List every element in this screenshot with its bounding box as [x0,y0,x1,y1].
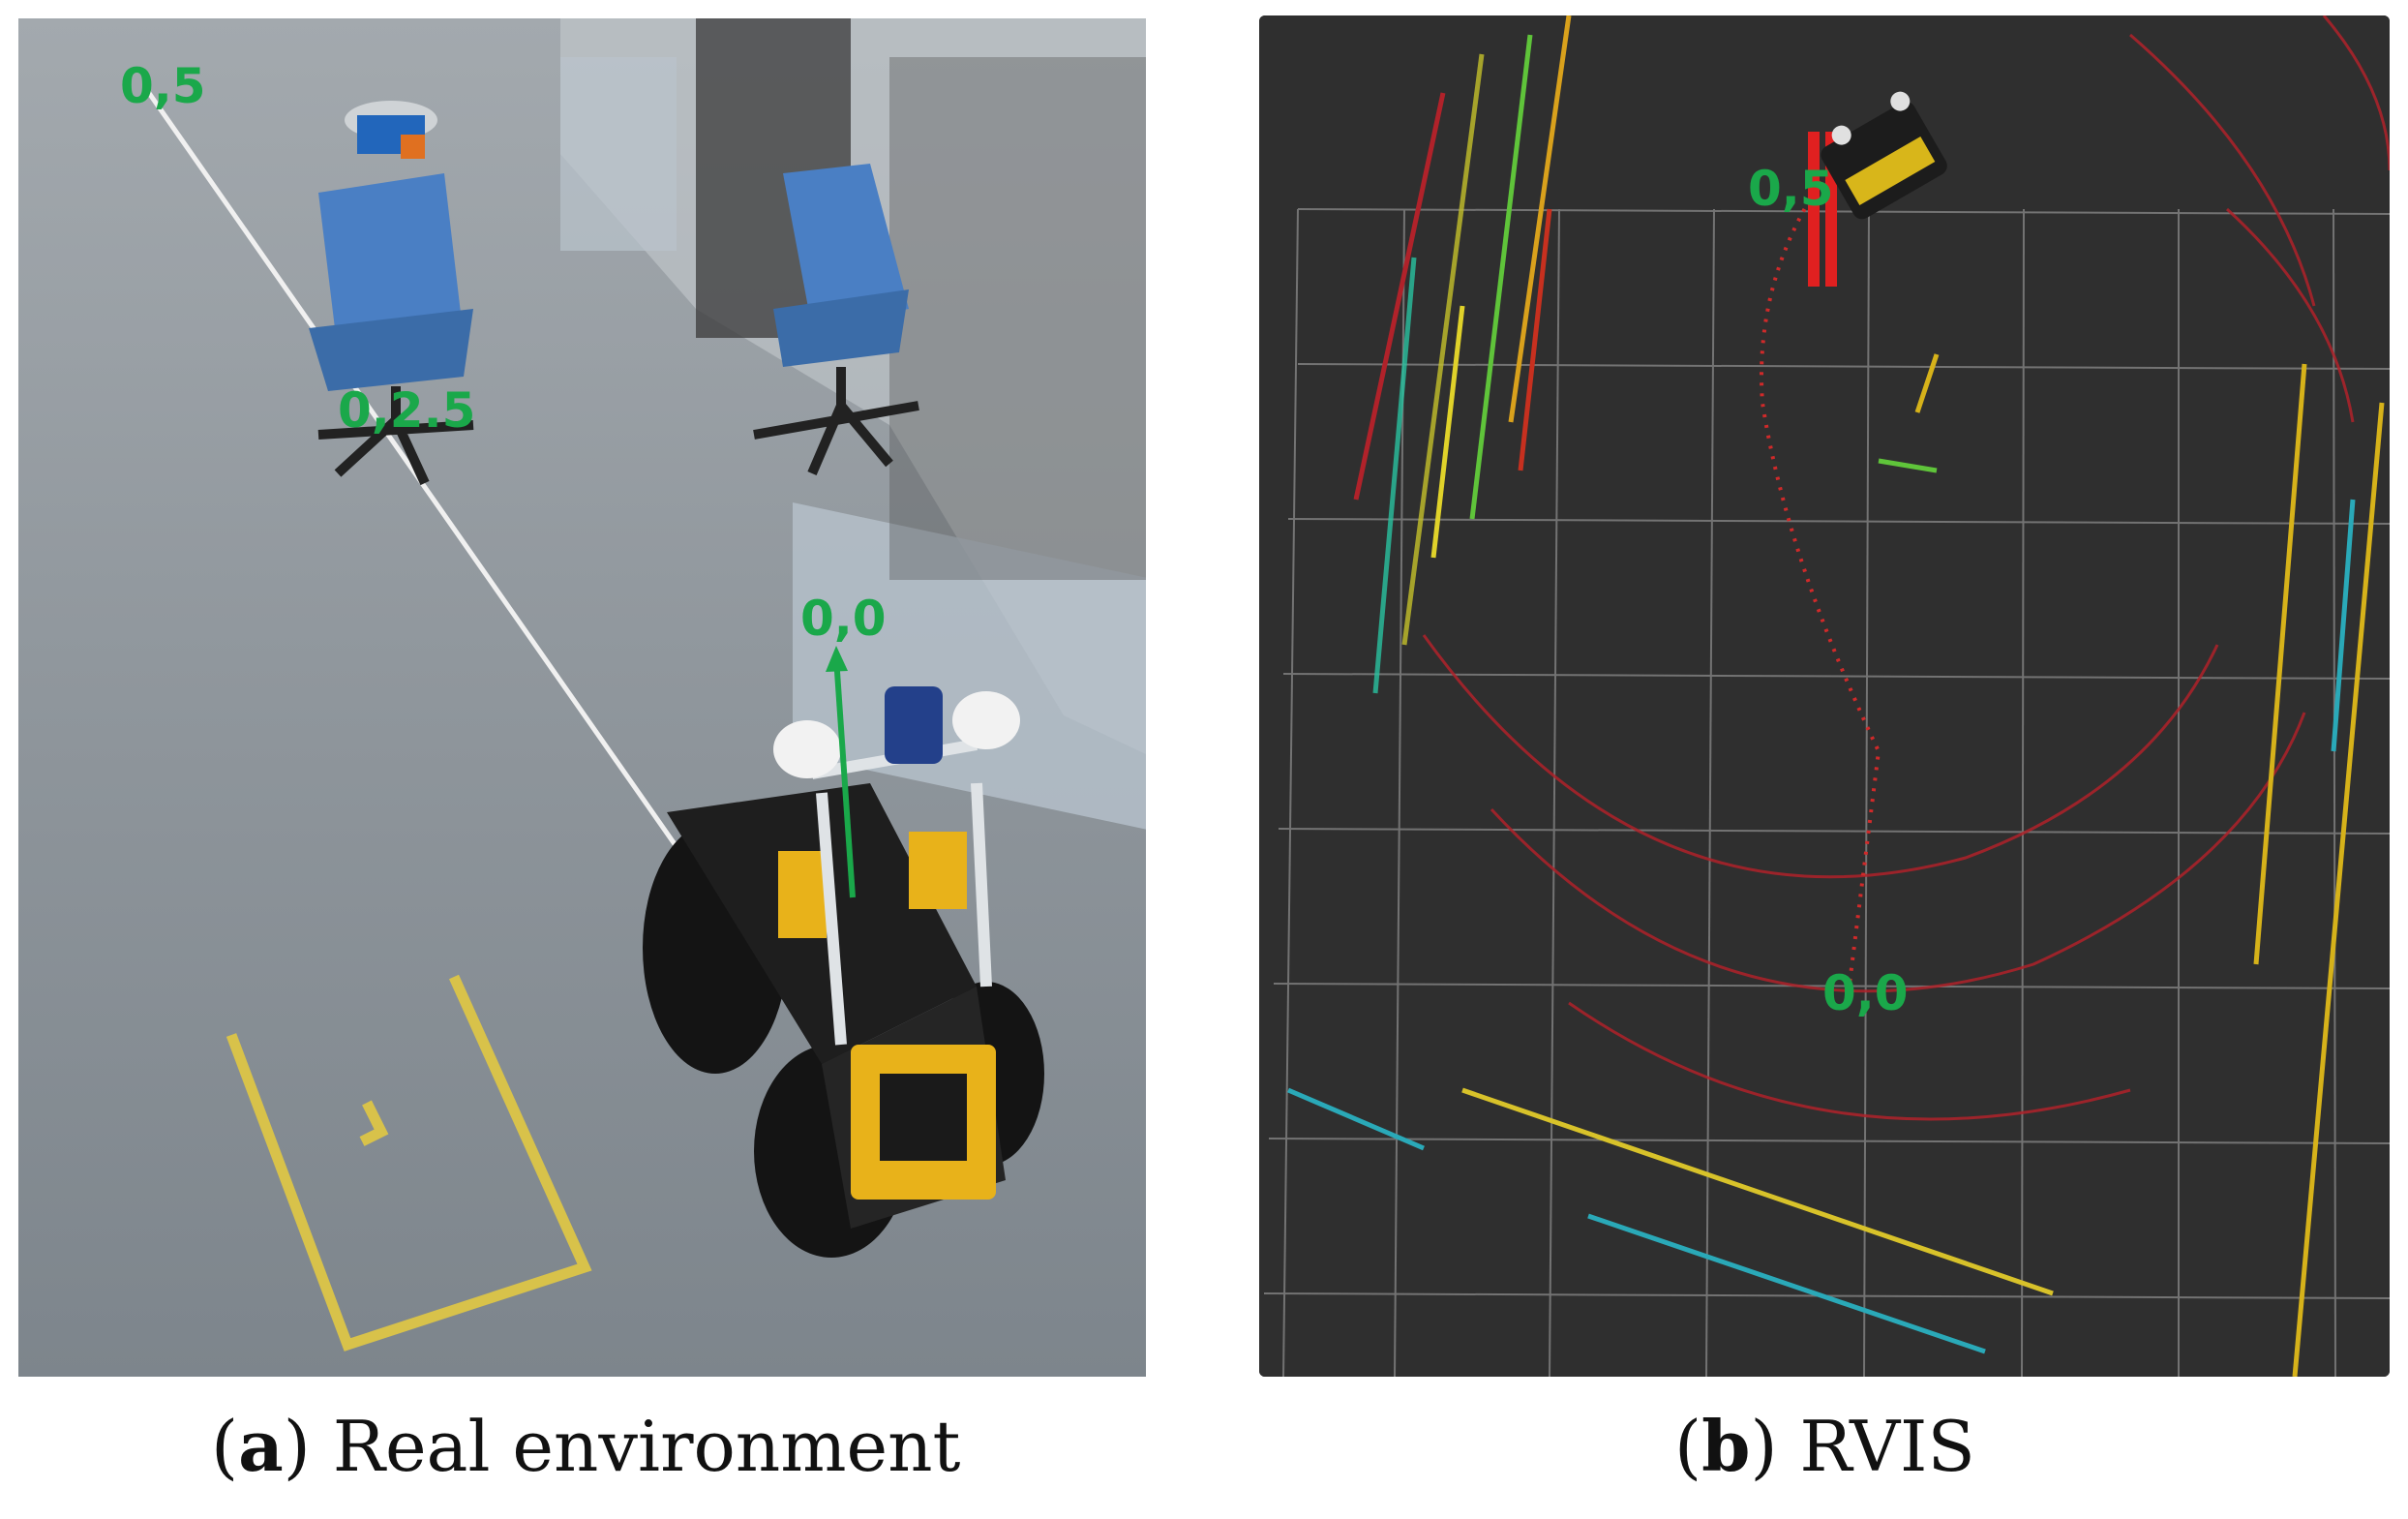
caption-a-open: ( [211,1406,239,1487]
rviz-scene [1259,15,2390,1377]
drone [345,101,437,159]
marker-origin-label: 0,0 [1822,965,1909,1021]
laser-scan-arcs [1422,15,2390,1121]
chair [309,173,474,486]
real-environment-scene [18,18,1146,1377]
caption-a-close: ) [283,1406,311,1487]
caption-b-text: RVIS [1777,1406,1975,1487]
caption-a: (a) Real environment [211,1412,960,1482]
caption-b-letter: b [1701,1405,1751,1487]
chair [753,164,919,475]
point-cloud [1287,15,2385,1377]
heading-arrow [826,646,856,898]
marker-start-label: 0,5 [1748,161,1834,217]
caption-a-letter: a [238,1405,284,1487]
marker-origin-label: 0,0 [800,591,887,647]
marker-mid-label: 0,2.5 [338,382,476,439]
floor-tape [226,974,592,1352]
real-environment-photo: 0,5 0,2.5 0,0 [18,18,1146,1377]
mobile-robot [643,686,1044,1258]
caption-b: (b) RVIS [1674,1412,1975,1482]
caption-b-open: ( [1674,1406,1702,1487]
marker-start-label: 0,5 [120,58,206,114]
robot-model-icon [1808,91,1947,287]
caption-a-text: Real environment [310,1406,961,1487]
caption-b-close: ) [1750,1406,1778,1487]
rviz-visualization: 0,5 0,0 [1259,15,2390,1377]
